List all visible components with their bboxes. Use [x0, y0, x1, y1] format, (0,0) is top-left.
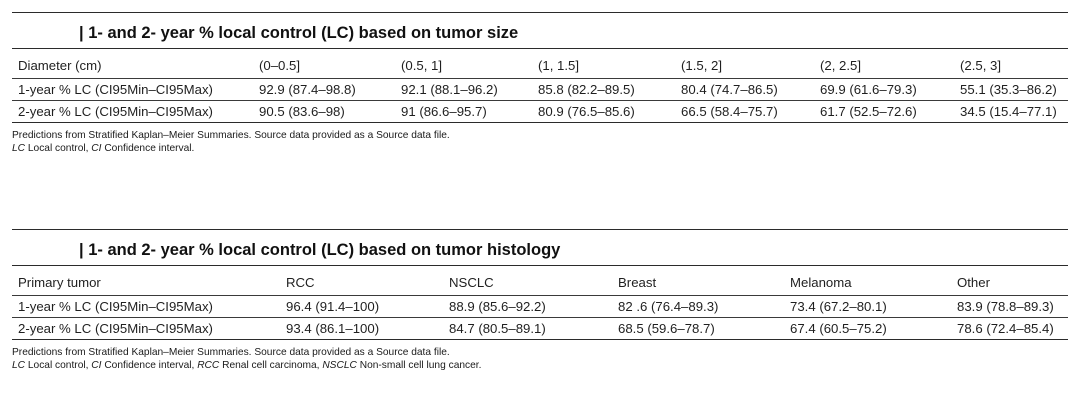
abbr-def: Confidence interval. [101, 143, 195, 154]
footnote-abbreviations: LC Local control, CI Confidence interval… [12, 142, 1068, 155]
row-label: 1-year % LC (CI95Min–CI95Max) [12, 78, 253, 101]
footnote-abbreviations: LC Local control, CI Confidence interval… [12, 359, 1068, 372]
abbr-def: Local control, [25, 143, 92, 154]
header-cell: Breast [618, 275, 657, 290]
table-cell: 67.4 (60.5–75.2) [784, 317, 951, 340]
abbr-term: LC [12, 360, 26, 371]
abbr-term: CI [91, 360, 102, 371]
header-cell: Other [957, 275, 990, 290]
table-row: 2-year % LC (CI95Min–CI95Max) 93.4 (86.1… [12, 317, 1068, 340]
table-cell: 84.7 (80.5–89.1) [443, 317, 612, 340]
table-cell: 92.9 (87.4–98.8) [253, 78, 395, 101]
table-cell: 90.5 (83.6–98) [253, 100, 395, 123]
size-table-footnote: Predictions from Stratified Kaplan–Meier… [12, 129, 1068, 155]
histology-table-header-row: Primary tumor RCC NSCLC Breast Melanoma … [12, 266, 1068, 296]
header-cell: (1.5, 2] [681, 58, 723, 73]
table-cell: 92.1 (88.1–96.2) [395, 78, 532, 101]
histology-table-title: | 1- and 2- year % local control (LC) ba… [79, 241, 561, 259]
abbr-term: NSCLC [322, 360, 357, 371]
histology-title-bar: | 1- and 2- year % local control (LC) ba… [12, 229, 1068, 265]
header-cell: (0.5, 1] [401, 58, 443, 73]
table-row: 1-year % LC (CI95Min–CI95Max) 96.4 (91.4… [12, 295, 1068, 318]
header-cell: RCC [286, 275, 315, 290]
row-label: 1-year % LC (CI95Min–CI95Max) [12, 295, 280, 318]
size-table-header-row: Diameter (cm) (0–0.5] (0.5, 1] (1, 1.5] … [12, 49, 1068, 79]
row-label: 2-year % LC (CI95Min–CI95Max) [12, 100, 253, 123]
table-row: 1-year % LC (CI95Min–CI95Max) 92.9 (87.4… [12, 78, 1068, 101]
header-cell: Primary tumor [18, 275, 101, 290]
table-cell: 82 .6 (76.4–89.3) [612, 295, 784, 318]
table-cell: 93.4 (86.1–100) [280, 317, 443, 340]
table-cell: 73.4 (67.2–80.1) [784, 295, 951, 318]
table-row: 2-year % LC (CI95Min–CI95Max) 90.5 (83.6… [12, 100, 1068, 123]
abbr-def: Local control, [25, 360, 92, 371]
table-cell: 80.4 (74.7–86.5) [675, 78, 814, 101]
table-cell: 34.5 (15.4–77.1) [954, 100, 1068, 123]
abbr-term: CI [91, 143, 102, 154]
abbr-term: RCC [197, 360, 220, 371]
header-cell: Diameter (cm) [18, 58, 102, 73]
header-cell: (1, 1.5] [538, 58, 580, 73]
table-cell: 55.1 (35.3–86.2) [954, 78, 1068, 101]
table-cell: 91 (86.6–95.7) [395, 100, 532, 123]
abbr-def: Renal cell carcinoma, [219, 360, 323, 371]
header-cell: NSCLC [449, 275, 494, 290]
abbr-def: Non-small cell lung cancer. [356, 360, 482, 371]
footnote-line: Predictions from Stratified Kaplan–Meier… [12, 130, 450, 141]
table-cell: 83.9 (78.8–89.3) [951, 295, 1068, 318]
size-section: | 1- and 2- year % local control (LC) ba… [12, 12, 1068, 155]
table-cell: 78.6 (72.4–85.4) [951, 317, 1068, 340]
table-cell: 80.9 (76.5–85.6) [532, 100, 675, 123]
histology-section: | 1- and 2- year % local control (LC) ba… [12, 229, 1068, 372]
header-cell: Melanoma [790, 275, 852, 290]
size-table: Diameter (cm) (0–0.5] (0.5, 1] (1, 1.5] … [12, 48, 1068, 123]
abbr-def: Confidence interval, [101, 360, 198, 371]
table-cell: 61.7 (52.5–72.6) [814, 100, 954, 123]
table-cell: 66.5 (58.4–75.7) [675, 100, 814, 123]
header-cell: (0–0.5] [259, 58, 301, 73]
size-table-title: | 1- and 2- year % local control (LC) ba… [79, 24, 519, 42]
header-cell: (2.5, 3] [960, 58, 1002, 73]
table-cell: 96.4 (91.4–100) [280, 295, 443, 318]
table-cell: 68.5 (59.6–78.7) [612, 317, 784, 340]
histology-table-footnote: Predictions from Stratified Kaplan–Meier… [12, 346, 1068, 372]
histology-table: Primary tumor RCC NSCLC Breast Melanoma … [12, 265, 1068, 340]
table-cell: 88.9 (85.6–92.2) [443, 295, 612, 318]
size-title-bar: | 1- and 2- year % local control (LC) ba… [12, 12, 1068, 48]
row-label: 2-year % LC (CI95Min–CI95Max) [12, 317, 280, 340]
footnote-line: Predictions from Stratified Kaplan–Meier… [12, 347, 450, 358]
table-cell: 85.8 (82.2–89.5) [532, 78, 675, 101]
abbr-term: LC [12, 143, 26, 154]
table-cell: 69.9 (61.6–79.3) [814, 78, 954, 101]
header-cell: (2, 2.5] [820, 58, 862, 73]
